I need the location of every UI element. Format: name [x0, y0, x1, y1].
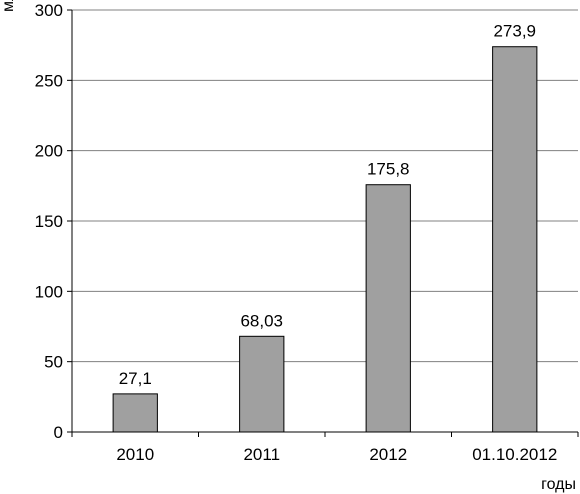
y-tick-labels: 0 50 100 150 200 250 300: [35, 1, 63, 442]
bar: [239, 335, 285, 433]
y-tick-label: 100: [35, 282, 63, 301]
y-tick-label: 150: [35, 212, 63, 231]
x-tick-label: 2010: [116, 445, 154, 464]
data-label: 27,1: [119, 369, 152, 388]
bar: [492, 46, 538, 433]
y-tick-label: 200: [35, 142, 63, 161]
y-tick-label: 0: [54, 423, 63, 442]
data-labels: 27,1 68,03 175,8 273,9: [119, 22, 536, 388]
x-tick-label: 01.10.2012: [472, 445, 557, 464]
y-tick-label: 50: [44, 353, 63, 372]
bars: [112, 46, 538, 433]
x-axis-label: годы: [541, 476, 576, 493]
bar: [112, 393, 158, 433]
bar: [365, 184, 411, 433]
x-tick-labels: 2010 2011 2012 01.10.2012: [116, 445, 557, 464]
axes: [67, 9, 579, 437]
data-label: 175,8: [367, 160, 410, 179]
y-tick-label: 250: [35, 71, 63, 90]
data-label: 68,03: [240, 311, 283, 330]
y-tick-label: 300: [35, 1, 63, 20]
x-tick-label: 2012: [369, 445, 407, 464]
y-axis-label: млн р.: [0, 0, 17, 12]
data-label: 273,9: [493, 22, 536, 41]
x-tick-label: 2011: [243, 445, 280, 464]
